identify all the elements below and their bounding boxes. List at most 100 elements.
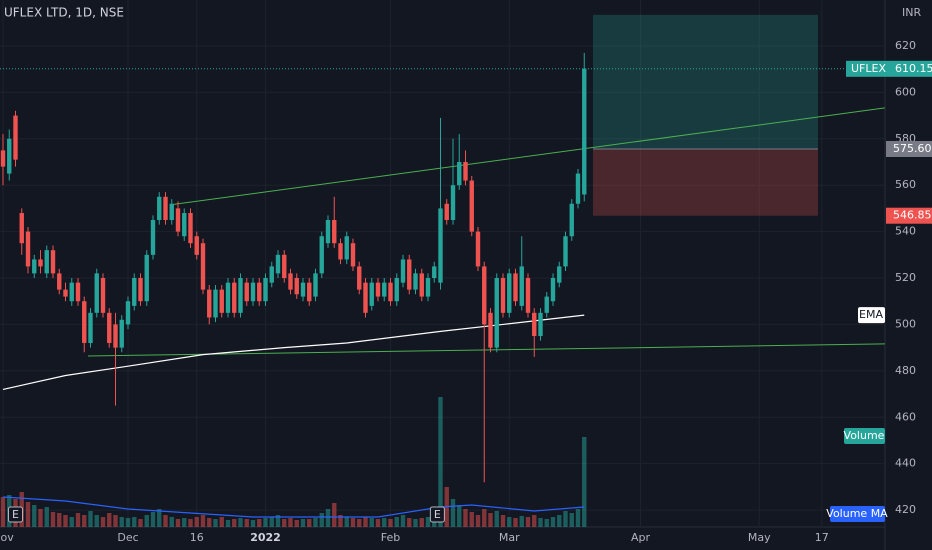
chart-title: UFLEX LTD, 1D, NSE bbox=[4, 6, 124, 20]
volume-bar bbox=[38, 509, 43, 527]
volume-bar bbox=[494, 511, 499, 527]
volume-bar bbox=[213, 519, 218, 527]
candle-body bbox=[582, 68, 587, 195]
entry-tag bbox=[886, 140, 932, 157]
candle-body bbox=[457, 161, 462, 186]
candle-body bbox=[200, 243, 206, 290]
candle-body bbox=[182, 213, 187, 237]
x-tick-label: 17 bbox=[815, 531, 829, 544]
volume-bar bbox=[82, 515, 87, 527]
candle-body bbox=[325, 220, 331, 244]
candle-body bbox=[82, 301, 87, 343]
volume-bar bbox=[257, 519, 262, 527]
candle-body bbox=[438, 208, 443, 283]
volume-bar bbox=[388, 519, 393, 527]
volume-bar bbox=[188, 519, 193, 527]
volume-bar bbox=[175, 519, 181, 527]
candle-body bbox=[0, 150, 6, 167]
candle-body bbox=[500, 278, 506, 313]
ema-tag-label: EMA bbox=[859, 308, 883, 321]
candle-body bbox=[475, 231, 481, 267]
volume-bar bbox=[482, 509, 487, 527]
volume-bar bbox=[413, 519, 418, 527]
candle-body bbox=[225, 282, 231, 313]
candle-body bbox=[569, 203, 574, 237]
candle-body bbox=[425, 278, 431, 297]
candle-body bbox=[169, 203, 174, 220]
ema-tag bbox=[858, 307, 885, 324]
volume-bar bbox=[50, 512, 56, 527]
volume-bar bbox=[275, 515, 281, 527]
candle-body bbox=[7, 138, 12, 174]
candle-body bbox=[144, 254, 149, 302]
volume-bar bbox=[557, 515, 562, 527]
volume-bar bbox=[400, 515, 406, 527]
volume-bar bbox=[338, 515, 343, 527]
volume-bar bbox=[469, 512, 474, 527]
target-zone bbox=[593, 14, 818, 149]
volume-bar bbox=[132, 517, 137, 527]
volume-bar bbox=[25, 502, 31, 527]
y-tick-label: 560 bbox=[895, 178, 916, 191]
candle-body bbox=[119, 319, 124, 348]
currency: INR bbox=[902, 6, 921, 19]
volume-bar bbox=[69, 517, 74, 527]
candle-body bbox=[332, 220, 337, 244]
candle-body bbox=[175, 208, 181, 232]
candle-body bbox=[382, 282, 387, 297]
candle-body bbox=[319, 236, 324, 274]
candle-body bbox=[407, 259, 412, 290]
candle-body bbox=[469, 180, 474, 232]
candle-body bbox=[544, 296, 549, 313]
volume-ma-tag-label: Volume MA bbox=[826, 507, 888, 520]
volume-bar bbox=[288, 518, 293, 527]
price-tag-value: 610.15 bbox=[895, 62, 932, 75]
trend-line bbox=[87, 343, 885, 357]
volume-bar bbox=[513, 518, 518, 527]
candle-body bbox=[400, 259, 406, 283]
candle-body bbox=[38, 259, 43, 267]
trend-line bbox=[169, 107, 885, 206]
volume-bar bbox=[182, 518, 187, 527]
x-tick-label: Nov bbox=[0, 531, 14, 544]
candle-body bbox=[44, 250, 49, 274]
candle-body bbox=[532, 312, 537, 337]
candle-body bbox=[432, 266, 437, 279]
candle-body bbox=[388, 282, 393, 302]
entry-tag-value: 575.60 bbox=[893, 142, 932, 155]
volume-bar bbox=[457, 505, 462, 527]
candle-body bbox=[157, 196, 162, 220]
volume-bar bbox=[225, 520, 231, 527]
volume-bar bbox=[44, 507, 49, 527]
volume-bar bbox=[163, 515, 168, 527]
candle-body bbox=[282, 254, 287, 279]
volume-bar bbox=[125, 518, 131, 527]
volume-bar bbox=[332, 503, 337, 527]
candle-body bbox=[188, 213, 193, 244]
volume-bar bbox=[144, 515, 149, 527]
y-tick-label: 440 bbox=[895, 457, 916, 470]
volume-bar bbox=[569, 513, 574, 527]
volume-bar bbox=[194, 517, 199, 527]
candle-body bbox=[557, 266, 562, 283]
candle-body bbox=[507, 273, 512, 313]
candle-body bbox=[100, 278, 106, 313]
y-tick-label: 540 bbox=[895, 225, 916, 238]
volume-bar bbox=[0, 497, 6, 527]
event-label: E bbox=[12, 508, 19, 521]
volume-ma-line bbox=[2, 496, 585, 518]
candle-body bbox=[244, 282, 249, 302]
volume-bar bbox=[375, 519, 381, 527]
volume-bar bbox=[207, 518, 212, 527]
candle-body bbox=[413, 273, 418, 290]
volume-bar bbox=[582, 437, 587, 527]
candle-body bbox=[194, 236, 199, 255]
candle-body bbox=[563, 236, 568, 267]
candle-body bbox=[450, 185, 456, 220]
candle-body bbox=[307, 282, 312, 302]
candle-body bbox=[13, 115, 18, 160]
candle-body bbox=[69, 282, 74, 302]
volume-bar bbox=[438, 397, 443, 527]
candle-body bbox=[232, 282, 237, 313]
